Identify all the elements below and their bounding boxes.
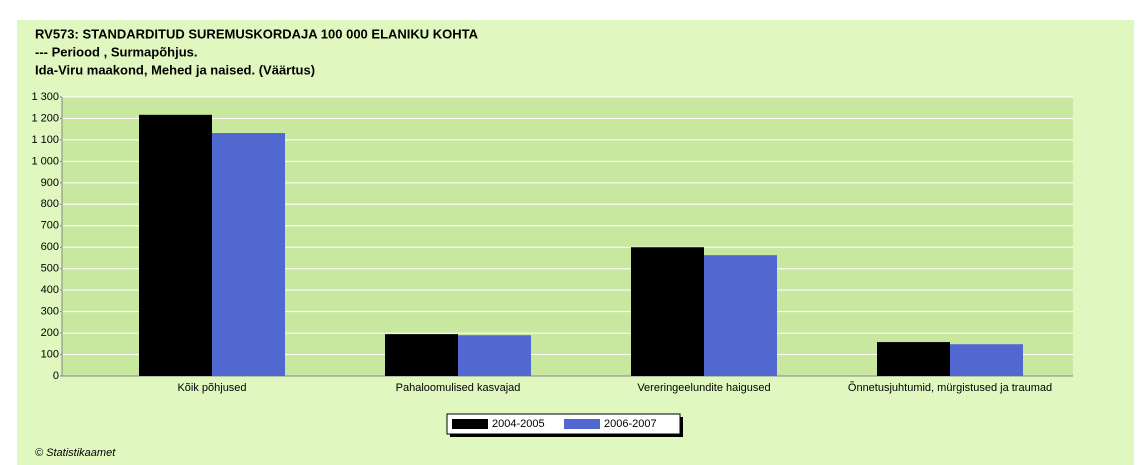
y-tick-label: 400 <box>41 284 59 296</box>
y-tick-label: 1 000 <box>31 155 59 167</box>
legend-swatch <box>564 419 600 429</box>
bar <box>139 114 212 376</box>
chart-subtitle: Ida-Viru maakond, Mehed ja naised. (Väär… <box>35 62 315 77</box>
bar <box>877 342 950 376</box>
legend <box>446 413 681 435</box>
y-tick-label: 1 300 <box>31 91 59 103</box>
y-tick-label: 0 <box>53 370 59 382</box>
y-tick-label: 200 <box>41 327 59 339</box>
y-tick-label: 700 <box>41 220 59 232</box>
y-tick-label: 900 <box>41 177 59 189</box>
legend-swatch <box>452 419 488 429</box>
x-tick-label: Õnnetusjuhtumid, mürgistused ja traumad <box>848 381 1052 394</box>
legend-label: 2004-2005 <box>492 418 545 430</box>
y-tick-label: 300 <box>41 306 59 318</box>
footer: © Statistikaamet <box>35 447 116 459</box>
y-tick-label: 1 100 <box>31 134 59 146</box>
chart-title: RV573: STANDARDITUD SUREMUSKORDAJA 100 0… <box>35 26 479 41</box>
bar <box>212 133 285 376</box>
bar <box>458 335 531 376</box>
y-tick-label: 600 <box>41 241 59 253</box>
y-tick-label: 500 <box>41 263 59 275</box>
y-tick-label: 800 <box>41 198 59 210</box>
y-tick-label: 100 <box>41 348 59 360</box>
bar <box>631 247 704 376</box>
bar <box>950 344 1023 376</box>
x-tick-label: Vereringeelundite haigused <box>637 382 770 394</box>
x-tick-label: Pahaloomulised kasvajad <box>396 382 521 394</box>
bar <box>385 334 458 376</box>
legend-label: 2006-2007 <box>604 418 657 430</box>
bar <box>704 255 777 376</box>
y-tick-label: 1 200 <box>31 112 59 124</box>
chart-subtitle: --- Periood , Surmapõhjus. <box>35 44 198 59</box>
x-tick-label: Kõik põhjused <box>177 382 246 394</box>
